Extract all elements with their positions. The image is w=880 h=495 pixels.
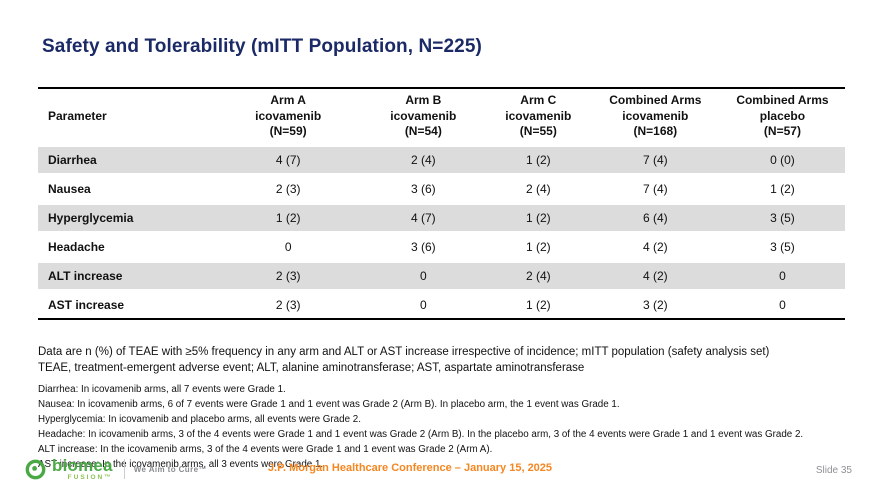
column-header-combined-icovamenib: Combined Arms icovamenib (N=168) (590, 88, 720, 147)
footnote-line: Data are n (%) of TEAE with ≥5% frequenc… (38, 346, 770, 358)
value-cell: 4 (2) (590, 230, 720, 262)
parameter-cell: Diarrhea (38, 143, 216, 175)
value-cell: 2 (4) (360, 143, 486, 175)
value-cell: 1 (2) (215, 201, 361, 233)
value-cell: 3 (5) (719, 201, 845, 233)
value-cell: 7 (4) (590, 172, 720, 204)
footnotes-section: Data are n (%) of TEAE with ≥5% frequenc… (38, 344, 848, 473)
table-row: ALT increase 2 (3) 0 2 (4) 4 (2) 0 (38, 259, 845, 291)
table-header: Parameter Arm A icovamenib (N=59) Arm B … (38, 88, 845, 147)
value-cell: 0 (0) (719, 143, 845, 175)
value-cell: 2 (4) (485, 172, 591, 204)
page-title: Safety and Tolerability (mITT Population… (42, 36, 482, 57)
value-cell: 2 (3) (215, 172, 361, 204)
footnotes-detail: Diarrhea: In icovamenib arms, all 7 even… (38, 383, 848, 472)
value-cell: 1 (2) (719, 172, 845, 204)
value-cell: 3 (2) (590, 288, 720, 320)
value-cell: 2 (3) (215, 259, 361, 291)
column-header-arm-c: Arm C icovamenib (N=55) (485, 88, 591, 147)
parameter-cell: ALT increase (38, 259, 216, 291)
value-cell: 1 (2) (485, 230, 591, 262)
value-cell: 1 (2) (485, 288, 591, 320)
value-cell: 1 (2) (485, 201, 591, 233)
value-cell: 3 (6) (360, 172, 486, 204)
value-cell: 2 (4) (485, 259, 591, 291)
parameter-cell: Nausea (38, 172, 216, 204)
table-body: Diarrhea 4 (7) 2 (4) 1 (2) 7 (4) 0 (0) Nausea 2… (38, 143, 845, 320)
table-header-row: Parameter Arm A icovamenib (N=59) Arm B … (38, 88, 845, 147)
footnote-line: Hyperglycemia: In icovamenib and placebo… (38, 413, 361, 425)
column-header-arm-b: Arm B icovamenib (N=54) (360, 88, 486, 147)
table-row: Hyperglycemia 1 (2) 4 (7) 1 (2) 6 (4) 3 (5) (38, 201, 845, 233)
footnote-line: Nausea: In icovamenib arms, 6 of 7 event… (38, 399, 620, 411)
value-cell: 0 (719, 288, 845, 320)
column-header-arm-a: Arm A icovamenib (N=59) (215, 88, 361, 147)
value-cell: 0 (360, 259, 486, 291)
footnote-line: Diarrhea: In icovamenib arms, all 7 even… (38, 384, 286, 396)
logo-text-biomea: biomea (52, 456, 113, 475)
value-cell: 3 (5) (719, 230, 845, 262)
footnote-line: TEAE, treatment-emergent adverse event; … (38, 362, 585, 375)
slide-number: Slide 35 (815, 465, 852, 476)
value-cell: 0 (215, 230, 361, 262)
value-cell: 0 (360, 288, 486, 320)
value-cell: 4 (7) (360, 201, 486, 233)
value-cell: 1 (2) (485, 143, 591, 175)
footnotes-primary: Data are n (%) of TEAE with ≥5% frequenc… (38, 344, 848, 376)
conference-footer-text: J.P. Morgan Healthcare Conference – Janu… (267, 462, 553, 474)
table-row: Headache 0 3 (6) 1 (2) 4 (2) 3 (5) (38, 230, 845, 262)
column-header-combined-placebo: Combined Arms placebo (N=57) (719, 88, 845, 147)
value-cell: 0 (719, 259, 845, 291)
parameter-cell: Headache (38, 230, 216, 262)
footnote-line: ALT increase: In the icovamenib arms, 3 … (38, 443, 493, 455)
column-header-parameter: Parameter (38, 88, 216, 147)
biomea-ring-icon (25, 459, 46, 480)
logo-wordmark: biomea FUSION™ (52, 457, 113, 482)
parameter-cell: AST increase (38, 288, 216, 320)
table-row: AST increase 2 (3) 0 1 (2) 3 (2) 0 (38, 288, 845, 320)
value-cell: 4 (7) (215, 143, 361, 175)
value-cell: 2 (3) (215, 288, 361, 320)
value-cell: 6 (4) (590, 201, 720, 233)
adverse-events-table: Parameter Arm A icovamenib (N=59) Arm B … (38, 87, 845, 321)
footnote-line: Headache: In icovamenib arms, 3 of the 4… (38, 428, 804, 440)
biomea-fusion-logo: biomea FUSION™ We Aim to Cure™ (24, 457, 207, 482)
table-row: Nausea 2 (3) 3 (6) 2 (4) 7 (4) 1 (2) (38, 172, 845, 204)
adverse-events-table-container: Parameter Arm A icovamenib (N=59) Arm B … (38, 87, 845, 321)
slide-footer: biomea FUSION™ We Aim to Cure™ J.P. Morg… (0, 455, 880, 489)
parameter-cell: Hyperglycemia (38, 201, 216, 233)
logo-divider (123, 459, 125, 480)
company-tagline: We Aim to Cure™ (133, 464, 207, 474)
table-row: Diarrhea 4 (7) 2 (4) 1 (2) 7 (4) 0 (0) (38, 143, 845, 175)
footnote-line: AST increase: In the icovamenib arms, al… (38, 458, 324, 470)
value-cell: 4 (2) (590, 259, 720, 291)
value-cell: 7 (4) (590, 143, 720, 175)
logo-text-fusion: FUSION™ (67, 474, 113, 481)
value-cell: 3 (6) (360, 230, 486, 262)
